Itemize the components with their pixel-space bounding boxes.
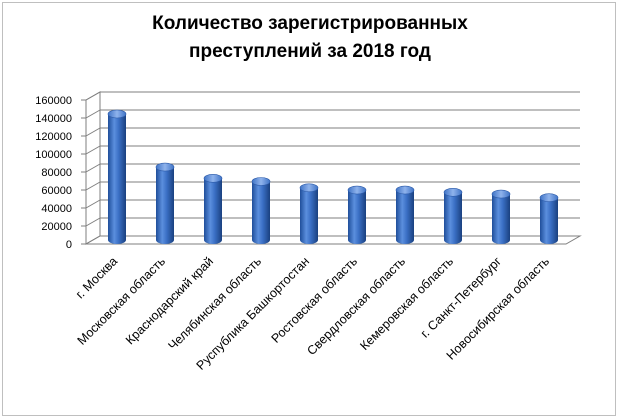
grid-diagonal <box>85 235 101 245</box>
y-tick-label: 60000 <box>41 185 72 197</box>
bar <box>203 174 223 244</box>
chart-title: Количество зарегистрированных преступлен… <box>0 10 620 66</box>
bar-body <box>156 167 174 244</box>
bar-body <box>492 194 510 244</box>
bar-body <box>444 192 462 244</box>
x-tick-label: Челябинская область <box>166 254 265 353</box>
x-tick-label: Новосибирская область <box>444 254 552 362</box>
bar <box>491 189 511 244</box>
bar-body <box>252 181 270 244</box>
y-tick-label: 20000 <box>41 221 72 233</box>
bar-cap <box>395 185 415 195</box>
grid-diagonal <box>85 127 101 137</box>
grid-diagonal <box>85 217 101 227</box>
bar-body <box>348 190 366 244</box>
x-tick-label: Ростовская область <box>269 254 361 346</box>
bar-cap <box>203 174 223 183</box>
y-axis-ticks: 0 20000 40000 60000 80000 100000 120000 140000 1… <box>35 95 86 251</box>
bar-body <box>396 190 414 244</box>
chart-title-line1: Количество зарегистрированных <box>152 13 468 34</box>
bar-body <box>108 114 126 244</box>
grid-diagonal <box>85 199 101 209</box>
bar <box>347 185 367 244</box>
grid-diagonal <box>85 145 101 155</box>
y-tick-label: 140000 <box>35 113 72 125</box>
x-tick-label: Кемеровская область <box>357 254 456 353</box>
y-tick-label: 120000 <box>35 131 72 143</box>
grid-diagonal <box>85 163 101 173</box>
bar-cap <box>155 162 175 172</box>
y-tick-label: 160000 <box>35 95 72 107</box>
bar-body <box>204 178 222 244</box>
bar <box>299 183 319 244</box>
gridlines <box>85 91 580 245</box>
y-tick-label: 100000 <box>35 149 72 161</box>
chart-title-line2: преступлений за 2018 год <box>189 41 431 62</box>
grid-diagonal <box>85 181 101 191</box>
bar-cap <box>347 185 367 195</box>
grid-diagonal <box>85 109 101 119</box>
bar-cap <box>491 189 511 199</box>
bar <box>107 109 127 244</box>
bar-body <box>300 187 318 244</box>
bar-cap <box>299 183 319 193</box>
x-tick-label: Свердловская область <box>304 254 408 358</box>
y-tick-label: 40000 <box>41 203 72 215</box>
bars <box>107 109 559 244</box>
bar <box>155 162 175 244</box>
bar <box>251 177 271 244</box>
y-tick-label: 0 <box>66 239 72 251</box>
x-tick-label: г. Москва <box>73 254 120 301</box>
x-tick-label: Краснодарский край <box>123 254 216 347</box>
x-tick-label: г. Санкт-Петербург <box>418 254 505 341</box>
bar-cap <box>539 193 559 202</box>
x-tick-label: Московская область <box>75 254 169 348</box>
bar-cap <box>443 188 463 197</box>
bar-cap <box>251 177 271 186</box>
bar <box>539 193 559 244</box>
bar-cap <box>107 109 127 119</box>
bar-body <box>540 197 558 244</box>
grid-diagonal <box>85 91 101 101</box>
bar <box>395 185 415 244</box>
bar <box>443 188 463 244</box>
y-tick-label: 80000 <box>41 167 72 179</box>
